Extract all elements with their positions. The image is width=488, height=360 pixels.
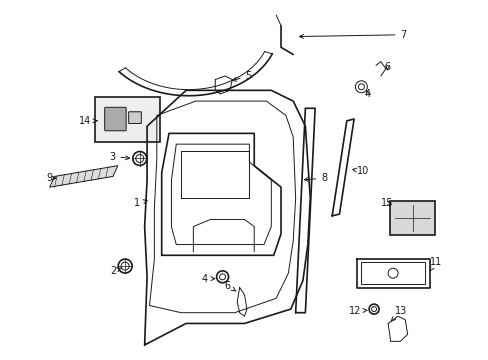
Text: 2: 2 — [110, 266, 122, 276]
FancyBboxPatch shape — [128, 112, 141, 123]
FancyBboxPatch shape — [95, 96, 160, 141]
Text: 1: 1 — [133, 198, 147, 208]
Text: 7: 7 — [299, 30, 406, 40]
Text: 9: 9 — [46, 173, 56, 183]
Text: 12: 12 — [348, 306, 366, 316]
Text: 15: 15 — [380, 198, 392, 208]
Text: 14: 14 — [79, 116, 97, 126]
Text: 13: 13 — [390, 306, 407, 321]
FancyBboxPatch shape — [104, 107, 126, 131]
Text: 4: 4 — [202, 274, 214, 284]
Text: 11: 11 — [429, 257, 441, 271]
FancyBboxPatch shape — [389, 201, 435, 235]
Text: 3: 3 — [109, 152, 129, 162]
Text: 10: 10 — [352, 166, 368, 176]
Text: 8: 8 — [304, 173, 326, 183]
Text: 6: 6 — [384, 62, 390, 72]
Text: 5: 5 — [232, 71, 251, 81]
Text: 4: 4 — [364, 89, 370, 99]
Text: 6: 6 — [224, 281, 236, 291]
Polygon shape — [50, 166, 118, 187]
